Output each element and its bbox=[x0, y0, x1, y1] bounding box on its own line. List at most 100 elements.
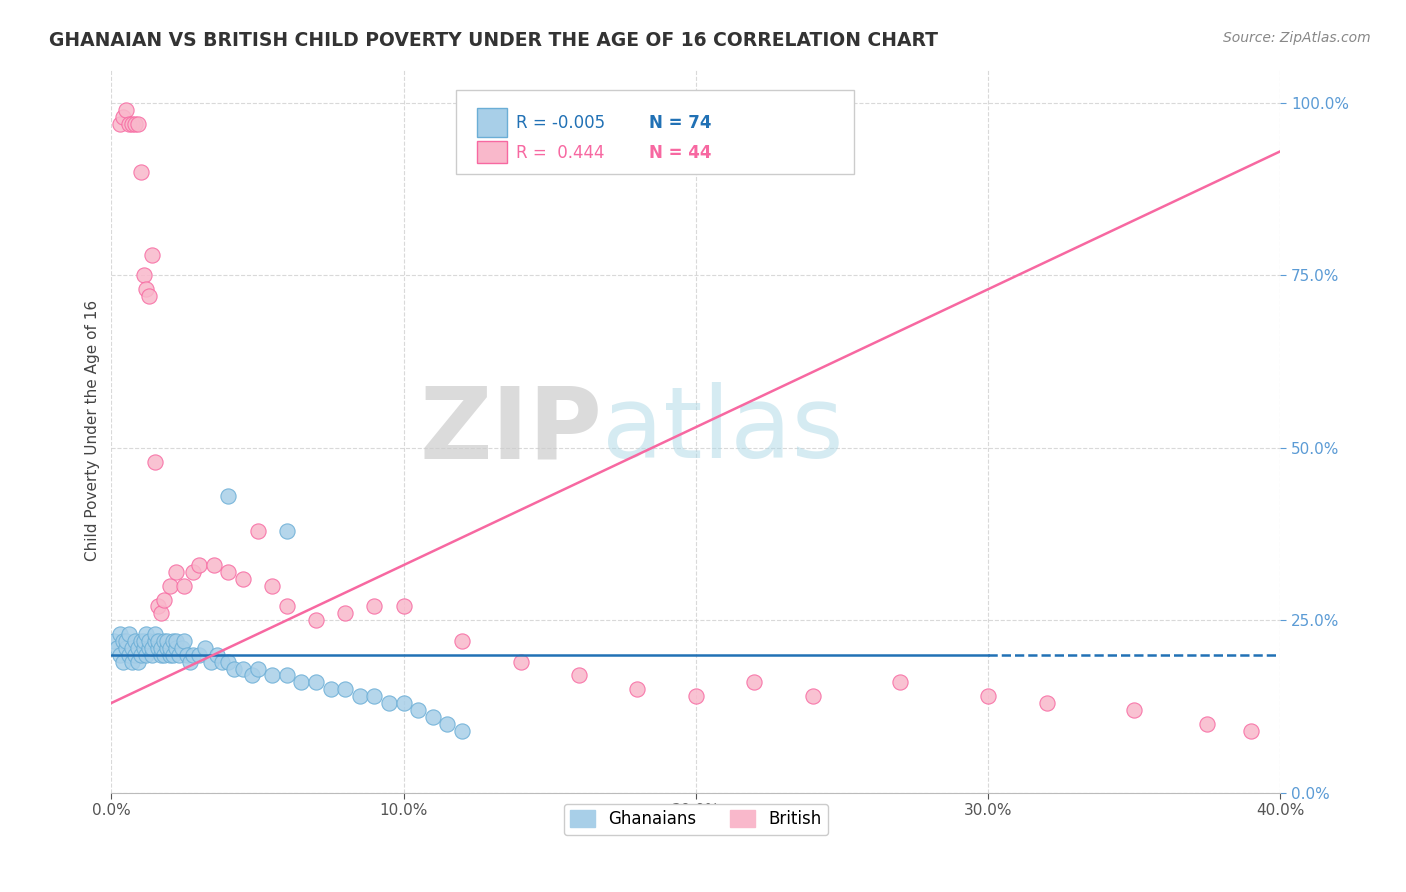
Point bbox=[889, 675, 911, 690]
Point bbox=[118, 627, 141, 641]
Point bbox=[159, 648, 181, 662]
Point bbox=[115, 640, 138, 655]
Point bbox=[146, 599, 169, 614]
Text: ZIP: ZIP bbox=[419, 382, 602, 479]
Point bbox=[132, 640, 155, 655]
Text: R =  0.444: R = 0.444 bbox=[516, 144, 605, 161]
Point bbox=[135, 648, 157, 662]
Point bbox=[165, 634, 187, 648]
Point bbox=[188, 558, 211, 572]
Point bbox=[451, 634, 474, 648]
Point bbox=[105, 640, 128, 655]
Point bbox=[319, 682, 342, 697]
Point bbox=[129, 165, 152, 179]
Point bbox=[181, 565, 204, 579]
Point bbox=[118, 648, 141, 662]
Point bbox=[127, 117, 149, 131]
Point bbox=[509, 655, 531, 669]
Point bbox=[392, 599, 415, 614]
Point bbox=[159, 579, 181, 593]
Point bbox=[977, 689, 1000, 703]
Point bbox=[1123, 703, 1146, 717]
Point bbox=[153, 592, 176, 607]
Point bbox=[132, 268, 155, 283]
Point bbox=[150, 640, 173, 655]
Point bbox=[262, 579, 284, 593]
Point bbox=[141, 248, 163, 262]
Point bbox=[121, 655, 143, 669]
Point bbox=[305, 675, 328, 690]
Point bbox=[335, 607, 357, 621]
Point bbox=[205, 648, 228, 662]
Point bbox=[1240, 723, 1263, 738]
FancyBboxPatch shape bbox=[477, 108, 506, 137]
Point bbox=[112, 110, 135, 124]
Text: Source: ZipAtlas.com: Source: ZipAtlas.com bbox=[1223, 31, 1371, 45]
Point bbox=[135, 282, 157, 296]
Point bbox=[173, 579, 195, 593]
Point bbox=[349, 689, 371, 703]
Point bbox=[685, 689, 707, 703]
Point bbox=[150, 607, 173, 621]
Point bbox=[217, 565, 239, 579]
Point bbox=[129, 648, 152, 662]
Point bbox=[626, 682, 648, 697]
Point bbox=[335, 682, 357, 697]
Point bbox=[240, 668, 263, 682]
Point bbox=[162, 634, 184, 648]
Point bbox=[138, 640, 160, 655]
Point bbox=[224, 661, 246, 675]
Point bbox=[305, 613, 328, 627]
Point bbox=[290, 675, 312, 690]
Point bbox=[262, 668, 284, 682]
Point bbox=[194, 640, 217, 655]
Point bbox=[162, 648, 184, 662]
Point bbox=[422, 710, 444, 724]
Point bbox=[112, 634, 135, 648]
Point bbox=[436, 716, 458, 731]
Point bbox=[392, 696, 415, 710]
Point bbox=[246, 524, 269, 538]
Point bbox=[121, 640, 143, 655]
Point bbox=[1197, 716, 1219, 731]
Point bbox=[363, 689, 385, 703]
Point bbox=[141, 640, 163, 655]
Point bbox=[112, 655, 135, 669]
Point bbox=[143, 627, 166, 641]
Point bbox=[202, 558, 225, 572]
Point bbox=[146, 634, 169, 648]
Point bbox=[363, 599, 385, 614]
Point bbox=[378, 696, 401, 710]
Point bbox=[121, 117, 143, 131]
Point bbox=[170, 640, 193, 655]
Point bbox=[124, 648, 146, 662]
Y-axis label: Child Poverty Under the Age of 16: Child Poverty Under the Age of 16 bbox=[86, 300, 100, 561]
Point bbox=[115, 103, 138, 117]
Point bbox=[246, 661, 269, 675]
Point bbox=[108, 648, 131, 662]
Point bbox=[150, 648, 173, 662]
Point bbox=[127, 640, 149, 655]
Point bbox=[153, 648, 176, 662]
Point bbox=[159, 640, 181, 655]
Text: GHANAIAN VS BRITISH CHILD POVERTY UNDER THE AGE OF 16 CORRELATION CHART: GHANAIAN VS BRITISH CHILD POVERTY UNDER … bbox=[49, 31, 938, 50]
FancyBboxPatch shape bbox=[457, 90, 853, 174]
Point bbox=[115, 634, 138, 648]
Text: atlas: atlas bbox=[602, 382, 844, 479]
Point bbox=[165, 565, 187, 579]
Point bbox=[276, 524, 298, 538]
Text: R = -0.005: R = -0.005 bbox=[516, 114, 605, 132]
Text: N = 44: N = 44 bbox=[650, 144, 711, 161]
Point bbox=[135, 627, 157, 641]
Point bbox=[744, 675, 766, 690]
Point bbox=[156, 640, 179, 655]
Point bbox=[217, 489, 239, 503]
Point bbox=[124, 634, 146, 648]
Point bbox=[118, 117, 141, 131]
Point bbox=[108, 117, 131, 131]
Point bbox=[200, 655, 222, 669]
Point bbox=[232, 661, 254, 675]
Point bbox=[176, 648, 198, 662]
Point bbox=[103, 634, 125, 648]
Point bbox=[127, 655, 149, 669]
